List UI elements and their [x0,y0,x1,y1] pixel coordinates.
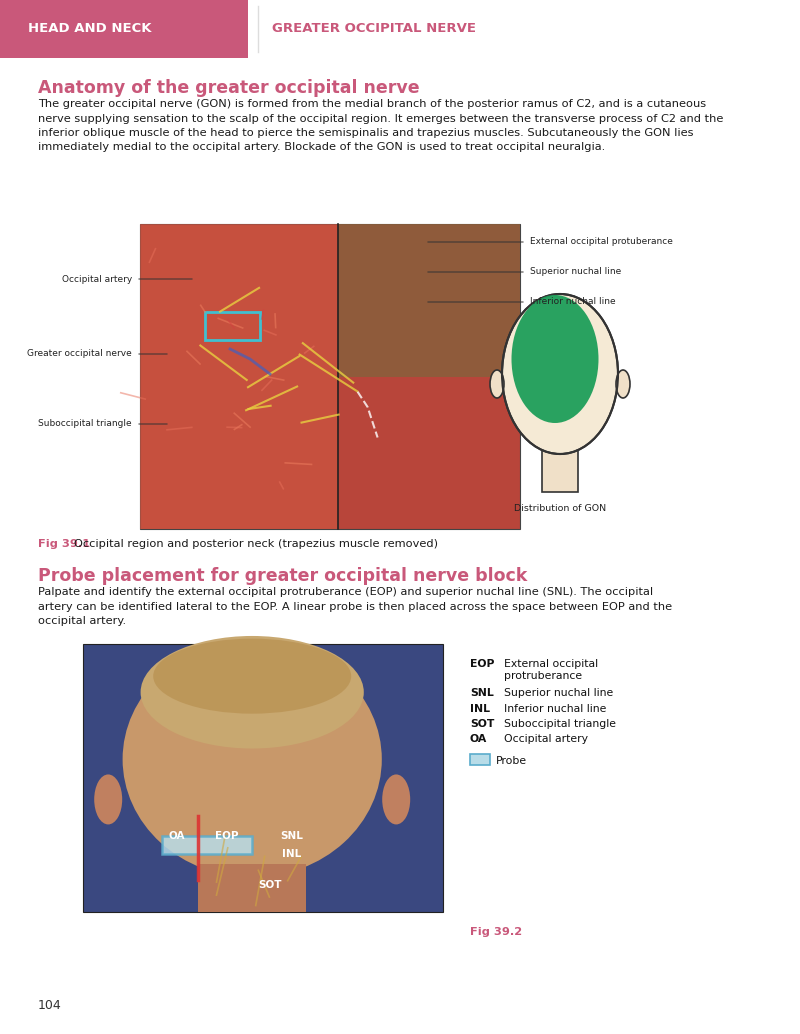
Bar [205,312,260,340]
Ellipse shape [616,370,630,398]
Bar [140,224,520,529]
Text: Fig 39.2: Fig 39.2 [470,927,522,937]
Ellipse shape [382,774,410,824]
Bar [0,0,248,58]
Ellipse shape [490,370,504,398]
Text: SNL: SNL [280,830,303,841]
Bar [248,0,800,58]
Text: Suboccipital triangle: Suboccipital triangle [504,719,616,729]
Bar [162,837,252,854]
Ellipse shape [511,295,598,423]
Text: Greater occipital nerve: Greater occipital nerve [27,349,132,359]
Text: Superior nuchal line: Superior nuchal line [504,688,614,698]
Text: nerve supplying sensation to the scalp of the occipital region. It emerges betwe: nerve supplying sensation to the scalp o… [38,114,723,123]
Text: 104: 104 [38,999,62,1012]
Text: External occipital
protruberance: External occipital protruberance [504,659,598,681]
Text: Suboccipital triangle: Suboccipital triangle [38,420,132,428]
Text: SOT: SOT [258,880,282,890]
Ellipse shape [154,639,351,713]
Text: SNL: SNL [470,688,494,698]
Ellipse shape [141,636,364,749]
Text: artery can be identified lateral to the EOP. A linear probe is then placed acros: artery can be identified lateral to the … [38,602,672,611]
Bar [83,644,443,912]
Text: Probe placement for greater occipital nerve block: Probe placement for greater occipital ne… [38,567,527,585]
Text: Inferior nuchal line: Inferior nuchal line [530,298,616,306]
Text: External occipital protuberance: External occipital protuberance [530,238,673,246]
Text: Occipital artery: Occipital artery [504,734,588,744]
Text: INL: INL [470,703,490,713]
Text: Inferior nuchal line: Inferior nuchal line [504,703,606,713]
Bar [140,224,338,529]
Text: occipital artery.: occipital artery. [38,616,126,626]
Text: OA: OA [470,734,487,744]
Text: EOP: EOP [470,659,494,669]
Text: Distribution of GON: Distribution of GON [514,504,606,513]
Text: immediately medial to the occipital artery. Blockade of the GON is used to treat: immediately medial to the occipital arte… [38,143,606,152]
Text: GREATER OCCIPITAL NERVE: GREATER OCCIPITAL NERVE [272,23,476,35]
Text: Superior nuchal line: Superior nuchal line [530,268,622,276]
Text: OA: OA [168,830,185,841]
Text: EOP: EOP [215,830,238,841]
Ellipse shape [94,774,122,824]
Ellipse shape [502,294,618,454]
Text: Palpate and identify the external occipital protruberance (EOP) and superior nuc: Palpate and identify the external occipi… [38,587,653,597]
Text: SOT: SOT [470,719,494,729]
Bar [542,450,578,492]
Text: INL: INL [282,849,302,859]
Ellipse shape [122,641,382,877]
Text: inferior oblique muscle of the head to pierce the semispinalis and trapezius mus: inferior oblique muscle of the head to p… [38,128,694,138]
Text: Anatomy of the greater occipital nerve: Anatomy of the greater occipital nerve [38,79,420,97]
Text: Occipital region and posterior neck (trapezius muscle removed): Occipital region and posterior neck (tra… [74,539,438,549]
Text: HEAD AND NECK: HEAD AND NECK [28,23,151,35]
Bar [338,224,520,376]
Text: Fig 39.1: Fig 39.1 [38,539,90,549]
Text: The greater occipital nerve (GON) is formed from the medial branch of the poster: The greater occipital nerve (GON) is for… [38,99,706,109]
Text: Probe: Probe [496,756,527,766]
Bar [470,754,490,765]
Text: Occipital artery: Occipital artery [62,274,132,283]
Bar [198,863,306,912]
